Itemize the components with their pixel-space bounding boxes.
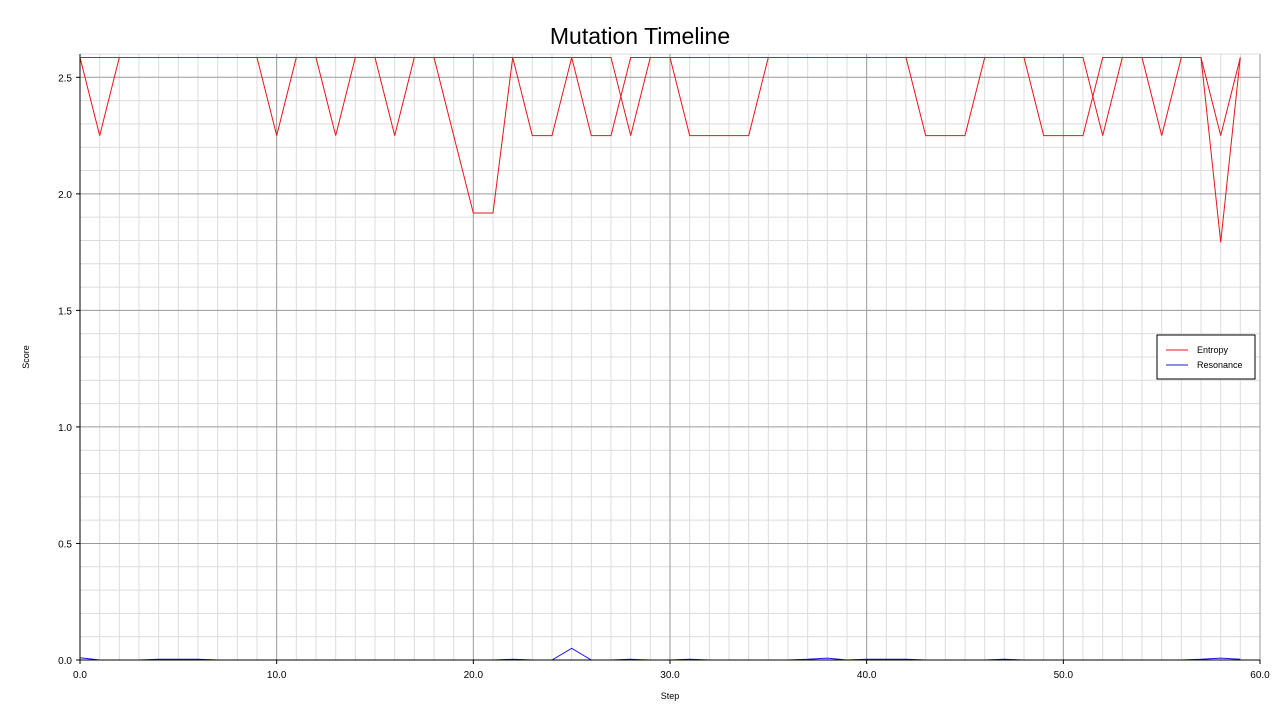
y-tick-label: 1.5: [58, 306, 72, 317]
x-tick-label: 60.0: [1250, 670, 1270, 681]
legend-label-entropy: Entropy: [1197, 345, 1229, 355]
series-line-entropy-trace-2: [80, 57, 1241, 243]
y-ticks: 0.0 0.5 1.0 1.5 2.0 2.5: [58, 73, 80, 667]
x-axis-label: Step: [661, 691, 680, 701]
y-tick-label: 2.0: [58, 190, 72, 201]
x-ticks: 0.0 10.0 20.0 30.0 40.0 50.0 60.0: [73, 660, 1270, 681]
y-tick-label: 1.0: [58, 423, 72, 434]
legend: Entropy Resonance: [1156, 334, 1256, 380]
series-line-resonance: [79, 647, 1241, 661]
x-tick-label: 20.0: [464, 670, 484, 681]
legend-label-resonance: Resonance: [1197, 360, 1243, 370]
y-tick-label: 0.0: [58, 656, 72, 667]
x-tick-label: 40.0: [857, 670, 877, 681]
legend-box: [1156, 334, 1256, 380]
series-layer: [79, 57, 1241, 661]
x-tick-label: 10.0: [267, 670, 287, 681]
series-line-entropy: [79, 57, 1241, 214]
chart-title: Mutation Timeline: [550, 23, 730, 49]
y-axis-label: Score: [21, 345, 31, 369]
x-tick-label: 30.0: [660, 670, 680, 681]
x-tick-label: 0.0: [73, 670, 87, 681]
y-tick-label: 0.5: [58, 539, 72, 550]
x-tick-label: 50.0: [1054, 670, 1074, 681]
y-tick-label: 2.5: [58, 73, 72, 84]
